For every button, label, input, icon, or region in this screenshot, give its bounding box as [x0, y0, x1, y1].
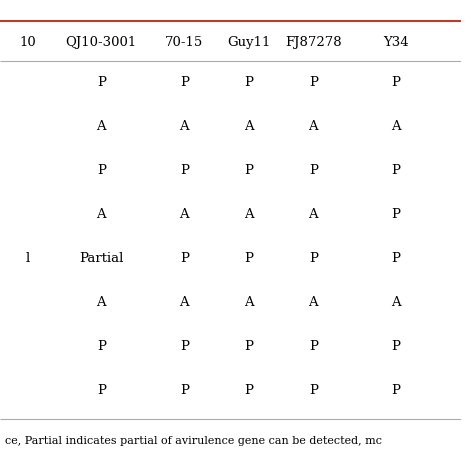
Text: P: P [392, 384, 401, 397]
Text: P: P [309, 384, 318, 397]
Text: P: P [392, 208, 401, 221]
Text: P: P [244, 384, 253, 397]
Text: P: P [392, 252, 401, 265]
Text: FJ87278: FJ87278 [285, 36, 342, 49]
Text: ce, Partial indicates partial of avirulence gene can be detected, mc: ce, Partial indicates partial of avirule… [5, 436, 382, 446]
Text: P: P [392, 340, 401, 353]
Text: A: A [180, 208, 189, 221]
Text: P: P [244, 164, 253, 177]
Text: l: l [26, 252, 30, 265]
Text: P: P [180, 164, 189, 177]
Text: P: P [309, 252, 318, 265]
Text: A: A [244, 296, 254, 309]
Text: A: A [244, 208, 254, 221]
Text: P: P [97, 164, 106, 177]
Text: A: A [309, 208, 318, 221]
Text: P: P [392, 76, 401, 90]
Text: P: P [97, 340, 106, 353]
Text: A: A [97, 120, 106, 133]
Text: A: A [392, 296, 401, 309]
Text: Y34: Y34 [383, 36, 409, 49]
Text: P: P [309, 164, 318, 177]
Text: P: P [392, 164, 401, 177]
Text: P: P [244, 252, 253, 265]
Text: A: A [180, 120, 189, 133]
Text: P: P [97, 384, 106, 397]
Text: Guy11: Guy11 [227, 36, 271, 49]
Text: P: P [180, 384, 189, 397]
Text: A: A [97, 296, 106, 309]
Text: A: A [309, 120, 318, 133]
Text: A: A [309, 296, 318, 309]
Text: A: A [244, 120, 254, 133]
Text: P: P [180, 252, 189, 265]
Text: P: P [180, 76, 189, 90]
Text: P: P [244, 340, 253, 353]
Text: P: P [309, 340, 318, 353]
Text: Partial: Partial [79, 252, 124, 265]
Text: A: A [97, 208, 106, 221]
Text: A: A [180, 296, 189, 309]
Text: P: P [180, 340, 189, 353]
Text: QJ10-3001: QJ10-3001 [66, 36, 137, 49]
Text: 10: 10 [19, 36, 36, 49]
Text: 70-15: 70-15 [165, 36, 203, 49]
Text: P: P [309, 76, 318, 90]
Text: P: P [97, 76, 106, 90]
Text: P: P [244, 76, 253, 90]
Text: A: A [392, 120, 401, 133]
